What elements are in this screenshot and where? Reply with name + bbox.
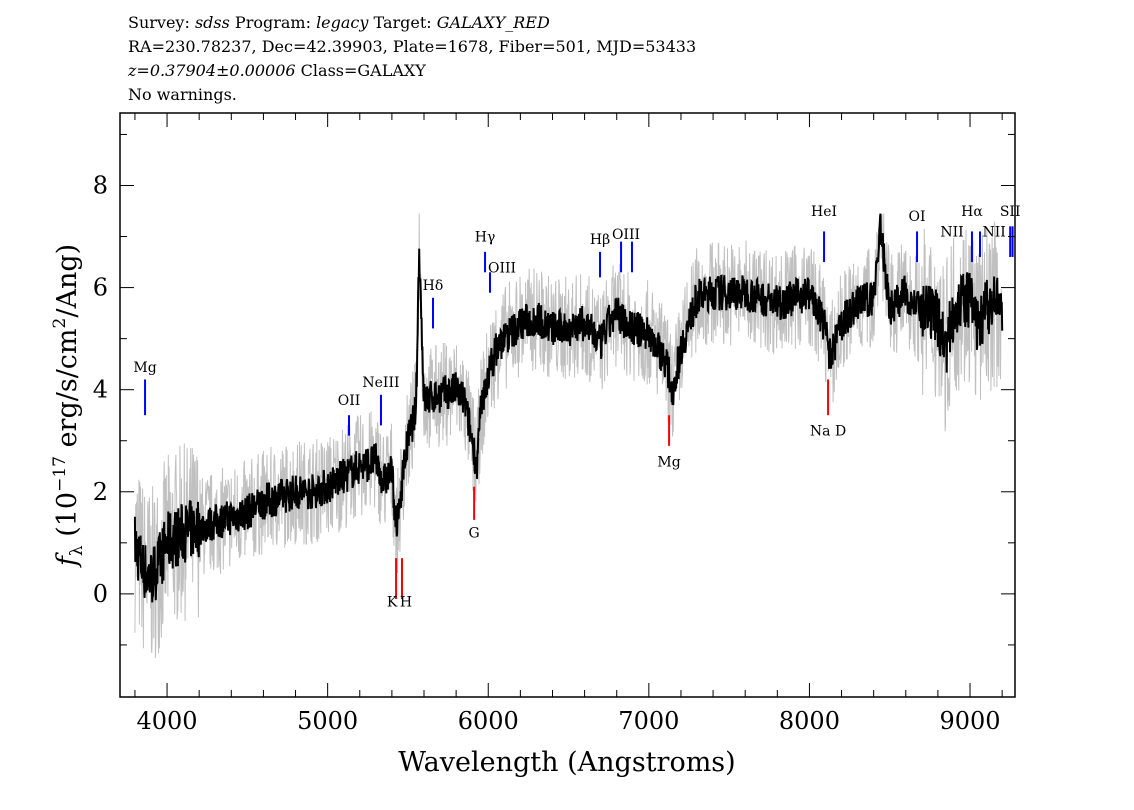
line-label: Hδ [423, 278, 444, 294]
redshift: z=0.37904±0.00006 [128, 61, 296, 80]
line-label: Mg [133, 360, 156, 376]
y-tick-label: 2 [93, 478, 108, 506]
line-label: G [469, 526, 480, 542]
line-label: OI [909, 209, 926, 225]
y-tick-label: 8 [93, 171, 108, 199]
error-band-line [134, 213, 1003, 659]
line-label: OIII [488, 260, 516, 276]
target-label: Target: [373, 13, 432, 32]
y-tick-label: 4 [93, 376, 108, 404]
x-tick-label: 5000 [297, 707, 358, 735]
target-value: GALAXY_RED [436, 13, 550, 32]
x-tick-label: 6000 [458, 707, 519, 735]
header-line-2: RA=230.78237, Dec=42.39903, Plate=1678, … [128, 37, 697, 56]
line-label: NII [940, 225, 963, 241]
line-label: H [400, 595, 412, 611]
x-axis-label: Wavelength (Angstroms) [398, 747, 735, 778]
program-value: legacy [316, 13, 369, 32]
axes: 4000 5000 6000 7000 8000 9000 0 2 4 6 8 [93, 113, 1015, 735]
y-axis-label: fλ (10−17 erg/s/cm2/Ang) [50, 244, 87, 568]
line-label: K [387, 595, 398, 611]
error-band [134, 213, 1003, 659]
x-tick-label: 8000 [779, 707, 840, 735]
y-tick-label: 6 [93, 274, 108, 302]
line-label: OIII [612, 227, 640, 243]
object-class: Class=GALAXY [300, 61, 426, 80]
line-label: NII [982, 225, 1005, 241]
y-tick-label: 0 [93, 580, 108, 608]
header-line-4: No warnings. [128, 85, 237, 104]
line-label: Hγ [475, 230, 496, 246]
x-tick-label: 7000 [618, 707, 679, 735]
flux-series [133, 213, 1004, 603]
survey-value: sdss [194, 13, 230, 32]
line-label: Mg [657, 454, 680, 470]
x-tick-label: 9000 [939, 707, 1000, 735]
line-label: OII [338, 393, 361, 409]
line-label: Hβ [590, 232, 610, 248]
x-tick-label: 4000 [137, 707, 198, 735]
flux-line [133, 213, 1004, 603]
header-line-3: z=0.37904±0.00006 Class=GALAXY [128, 60, 426, 82]
line-label: Hα [961, 204, 983, 220]
program-label: Program: [234, 13, 311, 32]
line-label: NeIII [362, 375, 399, 391]
survey-label: Survey: [128, 13, 190, 32]
header-line-1: Survey: sdss Program: legacy Target: GAL… [128, 12, 550, 34]
line-label: Na D [810, 424, 846, 440]
plot-frame [119, 112, 1016, 698]
line-label: HeI [811, 204, 837, 220]
line-label: SII [1000, 204, 1021, 220]
